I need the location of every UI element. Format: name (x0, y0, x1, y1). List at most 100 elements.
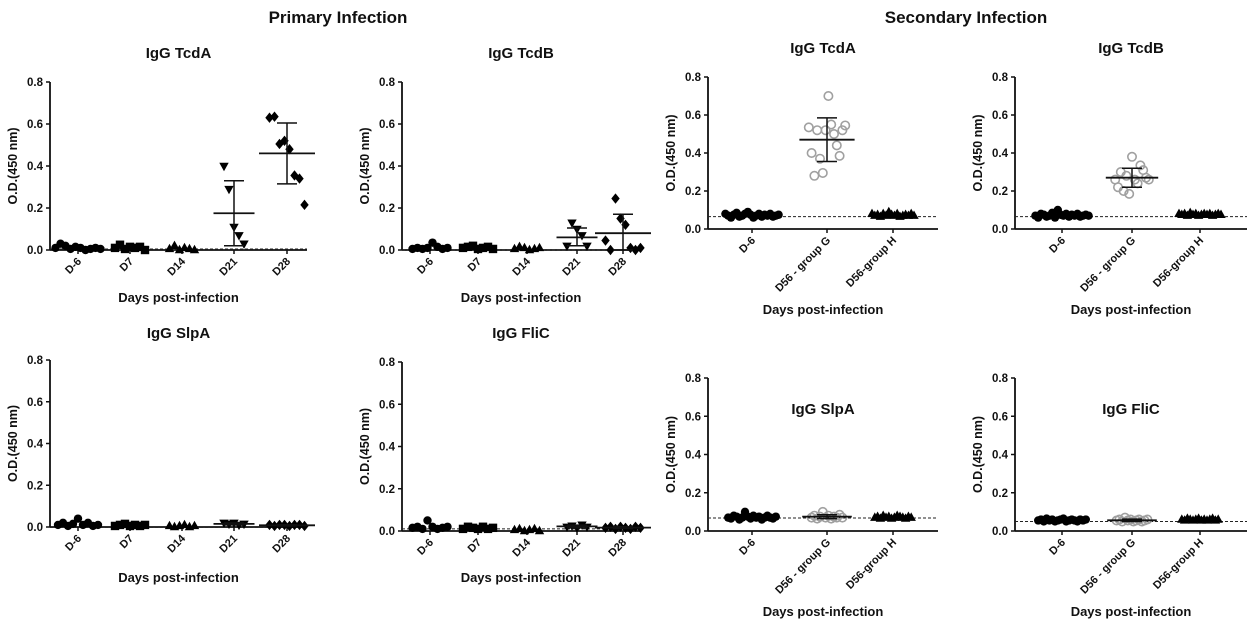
data-point (488, 244, 498, 254)
data-point (130, 520, 140, 530)
y-tick-label: 0.0 (685, 526, 701, 538)
chart-panel: IgG FliC 0.0 0.2 0.4 0.6 0.8 O.D.(450 nm) Days … (358, 325, 651, 585)
data-point (611, 193, 620, 204)
y-tick-label: 0.4 (685, 148, 702, 160)
x-tick-label: D56-group H (1151, 537, 1206, 592)
data-point (534, 242, 545, 252)
x-axis-label: Days post-infection (118, 570, 239, 585)
x-tick-label: D-6 (63, 533, 84, 554)
y-tick-label: 0.2 (992, 186, 1008, 198)
data-point (443, 522, 452, 531)
x-tick-label: D28 (270, 533, 293, 556)
data-point (837, 512, 848, 523)
panel-title: IgG SlpA (147, 325, 211, 342)
y-tick-label: 0.2 (685, 488, 701, 500)
data-point (809, 170, 820, 181)
chart-panel: IgG TcdB 0.0 0.2 0.4 0.6 0.8 O.D.(450 nm) Days … (971, 40, 1247, 317)
y-tick-label: 0.8 (685, 72, 702, 84)
data-point (831, 512, 842, 523)
x-tick-label: D-6 (1047, 537, 1068, 558)
x-tick-label: D7 (466, 537, 484, 555)
x-tick-label: D28 (606, 537, 629, 560)
x-axis-label: Days post-infection (461, 290, 582, 305)
data-point (125, 521, 135, 531)
data-point (636, 242, 645, 254)
data-point (823, 91, 834, 102)
data-point (1124, 188, 1135, 199)
data-point (906, 512, 916, 521)
data-point (1084, 211, 1093, 220)
data-point (93, 520, 103, 530)
x-tick-label: D7 (118, 256, 136, 274)
data-point (115, 520, 125, 530)
x-tick-label: D14 (165, 255, 188, 278)
y-tick-label: 0.4 (992, 450, 1009, 462)
x-tick-label: D56 - group G (773, 235, 833, 295)
x-tick-label: D14 (165, 532, 188, 555)
data-point (567, 219, 577, 228)
y-tick-label: 0.6 (992, 110, 1008, 122)
y-tick-label: 0.4 (992, 148, 1009, 160)
y-tick-label: 0.0 (27, 245, 43, 257)
y-tick-label: 0.2 (27, 203, 43, 215)
panel-title: IgG TcdA (146, 45, 212, 62)
y-tick-label: 0.0 (27, 522, 43, 534)
section-title-primary: Primary Infection (268, 8, 408, 27)
y-tick-label: 0.0 (379, 245, 395, 257)
data-point (803, 122, 814, 133)
y-tick-label: 0.8 (992, 72, 1009, 84)
data-point (234, 232, 244, 241)
data-point (239, 240, 249, 249)
y-tick-label: 0.2 (27, 480, 43, 492)
panel-title: IgG TcdB (1098, 40, 1164, 57)
y-tick-label: 0.8 (27, 77, 44, 89)
data-point (140, 520, 150, 530)
data-point (809, 510, 820, 521)
x-tick-label: D21 (217, 533, 240, 556)
section-title-secondary: Secondary Infection (884, 8, 1048, 27)
y-tick-label: 0.8 (379, 77, 396, 89)
x-tick-label: D7 (466, 256, 484, 274)
chart-panel: IgG SlpA 0.0 0.2 0.4 0.6 0.8 O.D.(450 nm) Days … (664, 373, 938, 619)
x-tick-label: D14 (510, 255, 533, 278)
y-tick-label: 0.6 (685, 411, 701, 423)
x-axis-label: Days post-infection (461, 570, 582, 585)
x-tick-label: D21 (560, 537, 583, 560)
chart-panel: IgG TcdA 0.0 0.2 0.4 0.6 0.8 O.D.(450 nm) Days … (664, 40, 938, 317)
x-axis-label: Days post-infection (763, 302, 884, 317)
data-point (224, 185, 234, 195)
x-axis-label: Days post-infection (763, 604, 884, 619)
data-point (270, 111, 279, 122)
y-tick-label: 0.6 (685, 110, 701, 122)
panel-title: IgG TcdA (790, 40, 856, 57)
x-tick-label: D21 (560, 256, 583, 279)
chart-panel: IgG TcdA 0.0 0.2 0.4 0.6 0.8 O.D.(450 nm) Days … (6, 45, 315, 305)
data-point (120, 244, 130, 254)
y-tick-label: 0.4 (379, 442, 396, 454)
data-point (909, 210, 919, 219)
y-tick-label: 0.6 (27, 397, 43, 409)
data-point (1081, 515, 1091, 524)
data-point (300, 199, 309, 211)
data-point (577, 232, 587, 241)
chart-panel: IgG FliC 0.0 0.2 0.4 0.6 0.8 O.D.(450 nm) Days … (971, 373, 1247, 619)
data-point (473, 244, 483, 254)
y-tick-label: 0.2 (992, 488, 1008, 500)
y-tick-label: 0.0 (992, 224, 1008, 236)
x-tick-label: D14 (510, 536, 533, 559)
data-point (601, 235, 610, 246)
data-point (582, 242, 592, 251)
data-point (189, 244, 200, 254)
data-point (478, 522, 488, 531)
x-tick-label: D56 - group G (1078, 537, 1138, 597)
x-tick-label: D-6 (737, 235, 758, 256)
y-tick-label: 0.6 (379, 399, 395, 411)
x-tick-label: D-6 (415, 256, 436, 277)
data-point (534, 525, 545, 535)
y-tick-label: 0.2 (685, 186, 701, 198)
x-axis-label: Days post-infection (1071, 302, 1192, 317)
y-tick-label: 0.0 (379, 526, 395, 538)
data-point (164, 243, 175, 253)
data-point (478, 243, 488, 253)
data-point (606, 244, 615, 256)
